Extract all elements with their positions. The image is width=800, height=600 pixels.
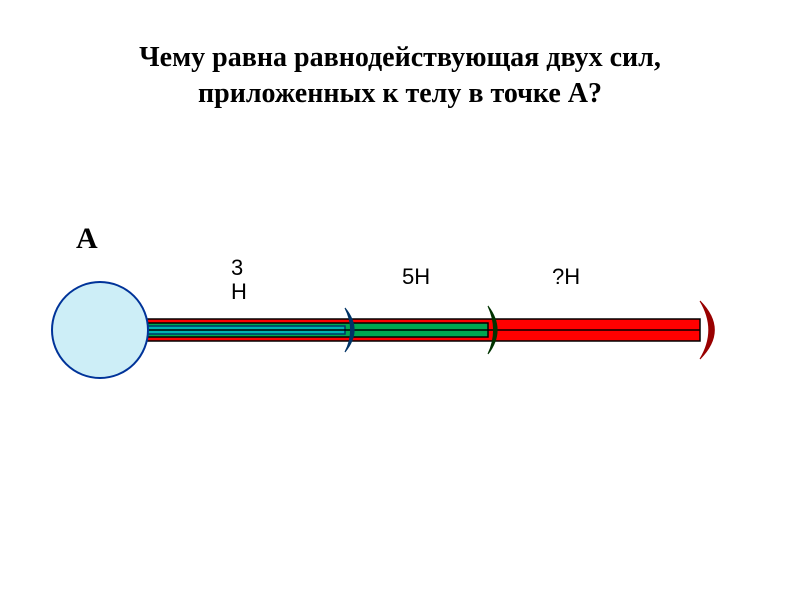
- force-diagram: [0, 0, 800, 600]
- body-circle: [52, 282, 148, 378]
